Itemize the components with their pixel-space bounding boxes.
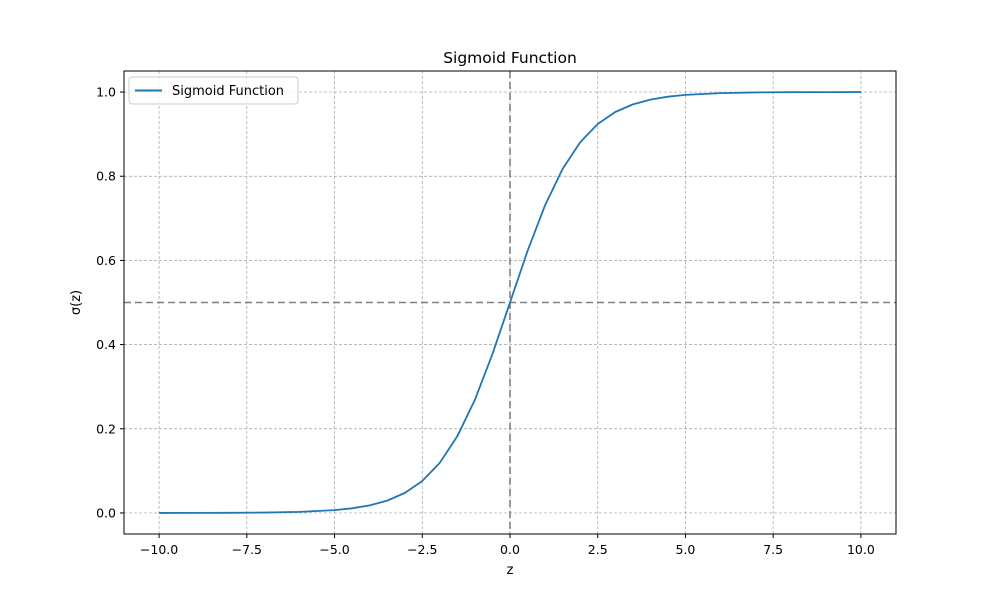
x-axis-ticks: −10.0 −7.5 −5.0 −2.5 0.0 2.5 5.0 7.5 10.0	[140, 534, 875, 557]
x-tick-label: −2.5	[407, 542, 437, 557]
x-tick-label: 0.0	[500, 542, 520, 557]
y-tick-label: 0.2	[96, 421, 116, 436]
chart-title: Sigmoid Function	[443, 49, 577, 67]
x-tick-label: −7.5	[232, 542, 262, 557]
y-tick-label: 0.6	[96, 253, 116, 268]
legend-label: Sigmoid Function	[172, 84, 284, 99]
x-tick-label: 2.5	[588, 542, 608, 557]
y-tick-label: 0.0	[96, 505, 116, 520]
x-tick-label: −5.0	[319, 542, 349, 557]
x-axis-label: z	[507, 563, 514, 578]
x-tick-label: −10.0	[140, 542, 178, 557]
legend-box	[128, 76, 299, 105]
x-tick-label: 7.5	[763, 542, 783, 557]
y-tick-label: 0.4	[96, 337, 116, 352]
y-axis-label: σ(z)	[69, 290, 84, 315]
y-axis-ticks: 0.0 0.2 0.4 0.6 0.8 1.0	[96, 85, 124, 520]
y-tick-label: 0.8	[96, 169, 116, 184]
x-tick-label: 5.0	[676, 542, 696, 557]
x-tick-label: 10.0	[847, 542, 875, 557]
legend: Sigmoid Function	[128, 76, 299, 105]
series-layer	[159, 91, 861, 514]
sigmoid-series-line	[159, 91, 861, 514]
y-tick-label: 1.0	[96, 85, 116, 100]
